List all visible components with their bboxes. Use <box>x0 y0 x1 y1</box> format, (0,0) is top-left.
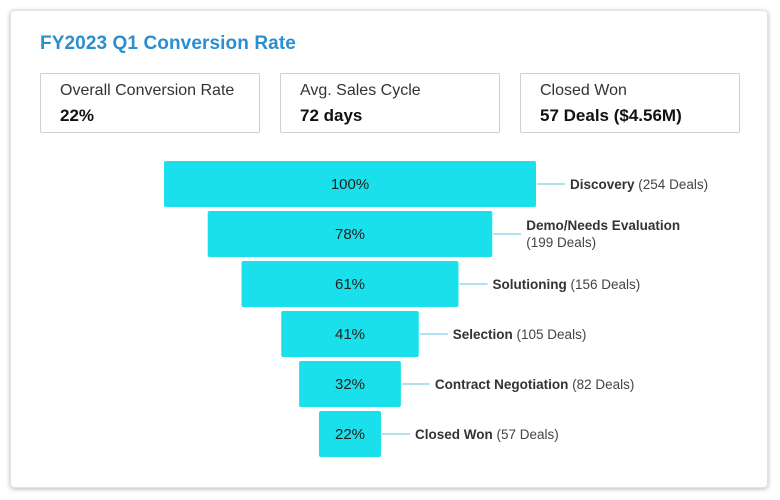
funnel-stage-label: Contract Negotiation (82 Deals) <box>435 377 635 392</box>
funnel-stage-deals: (57 Deals) <box>493 427 559 442</box>
funnel-bar-5 <box>299 361 401 407</box>
funnel-stage-deals: (156 Deals) <box>567 277 641 292</box>
funnel-stage-label: Discovery (254 Deals) <box>570 177 708 192</box>
funnel-stage-name: Discovery <box>570 177 635 192</box>
funnel-bar-4 <box>281 311 419 357</box>
kpi-value: 72 days <box>300 106 363 125</box>
funnel-stage-label: Selection (105 Deals) <box>453 327 587 342</box>
funnel-stage-name: Contract Negotiation <box>435 377 569 392</box>
funnel-value-label: 32% <box>335 376 365 393</box>
funnel-stage-deals: (199 Deals) <box>526 235 596 250</box>
funnel-stage-deals: (105 Deals) <box>513 327 587 342</box>
funnel-stage-label: Demo/Needs Evaluation <box>526 218 680 233</box>
funnel-stage-name: Closed Won <box>415 427 493 442</box>
funnel-value-label: 61% <box>335 276 365 293</box>
funnel-stage-deals: (82 Deals) <box>568 377 634 392</box>
funnel-value-label: 41% <box>335 326 365 343</box>
kpi-value: 22% <box>60 106 95 125</box>
funnel-stage-name: Solutioning <box>493 277 567 292</box>
funnel-bar-2 <box>207 211 493 257</box>
funnel-bar-3 <box>241 261 459 307</box>
funnel-value-label: 100% <box>331 176 369 193</box>
kpi-card-closed-won: Closed Won 57 Deals ($4.56M) <box>520 73 740 133</box>
funnel-card: FY2023 Q1 Conversion Rate Overall Conver… <box>10 10 768 488</box>
funnel-stage-name: Demo/Needs Evaluation <box>526 218 680 233</box>
kpi-value: 57 Deals ($4.56M) <box>540 106 682 125</box>
page-title: FY2023 Q1 Conversion Rate <box>40 33 296 54</box>
funnel-stage-deals: (254 Deals) <box>635 177 709 192</box>
funnel-stage-label: Solutioning (156 Deals) <box>493 277 641 292</box>
funnel-bar-6 <box>319 411 381 457</box>
kpi-label: Closed Won <box>540 82 627 99</box>
funnel-chart: 100% Discovery (254 Deals) 78% Demo/Needs E… <box>164 161 708 457</box>
kpi-card-sales-cycle: Avg. Sales Cycle 72 days <box>280 73 500 133</box>
funnel-value-label: 22% <box>335 426 365 443</box>
kpi-label: Overall Conversion Rate <box>60 82 235 99</box>
kpi-label: Avg. Sales Cycle <box>300 82 421 99</box>
funnel-value-label: 78% <box>335 226 365 243</box>
kpi-card-conversion-rate: Overall Conversion Rate 22% <box>40 73 260 133</box>
funnel-bar-1 <box>164 161 536 207</box>
funnel-stage-label: Closed Won (57 Deals) <box>415 427 559 442</box>
funnel-stage-name: Selection <box>453 327 513 342</box>
